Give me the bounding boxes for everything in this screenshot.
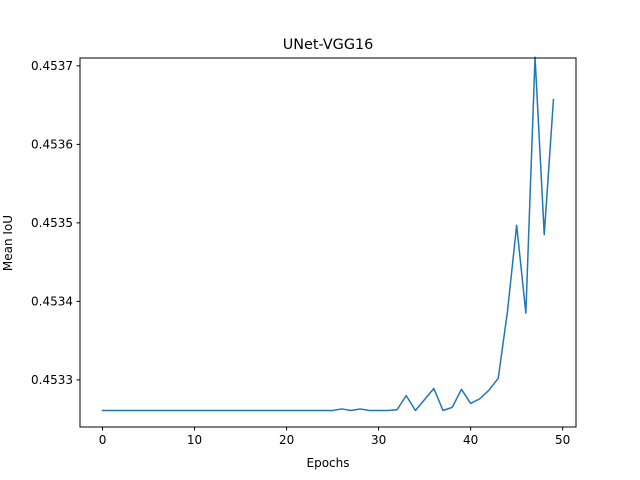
x-tick-label: 40 [463,433,478,447]
y-tick-label: 0.4536 [31,138,73,152]
plot-area [101,56,555,412]
y-axis: 0.4533 0.4534 0.4535 0.4536 0.4537 [31,59,80,387]
x-tick-label: 0 [99,433,107,447]
x-axis-title: Epochs [307,456,350,470]
series-line-0 [101,56,555,412]
x-tick-label: 10 [187,433,202,447]
x-axis: 0 10 20 30 40 50 [99,427,570,447]
x-tick-label: 50 [555,433,570,447]
chart-title: UNet-VGG16 [283,37,374,53]
y-axis-title: Mean IoU [1,215,15,271]
axes-frame [79,57,577,428]
x-tick-label: 30 [371,433,386,447]
x-tick-label: 20 [279,433,294,447]
y-tick-label: 0.4535 [31,216,73,230]
y-tick-label: 0.4533 [31,373,73,387]
y-tick-label: 0.4534 [31,295,73,309]
y-tick-label: 0.4537 [31,59,73,73]
